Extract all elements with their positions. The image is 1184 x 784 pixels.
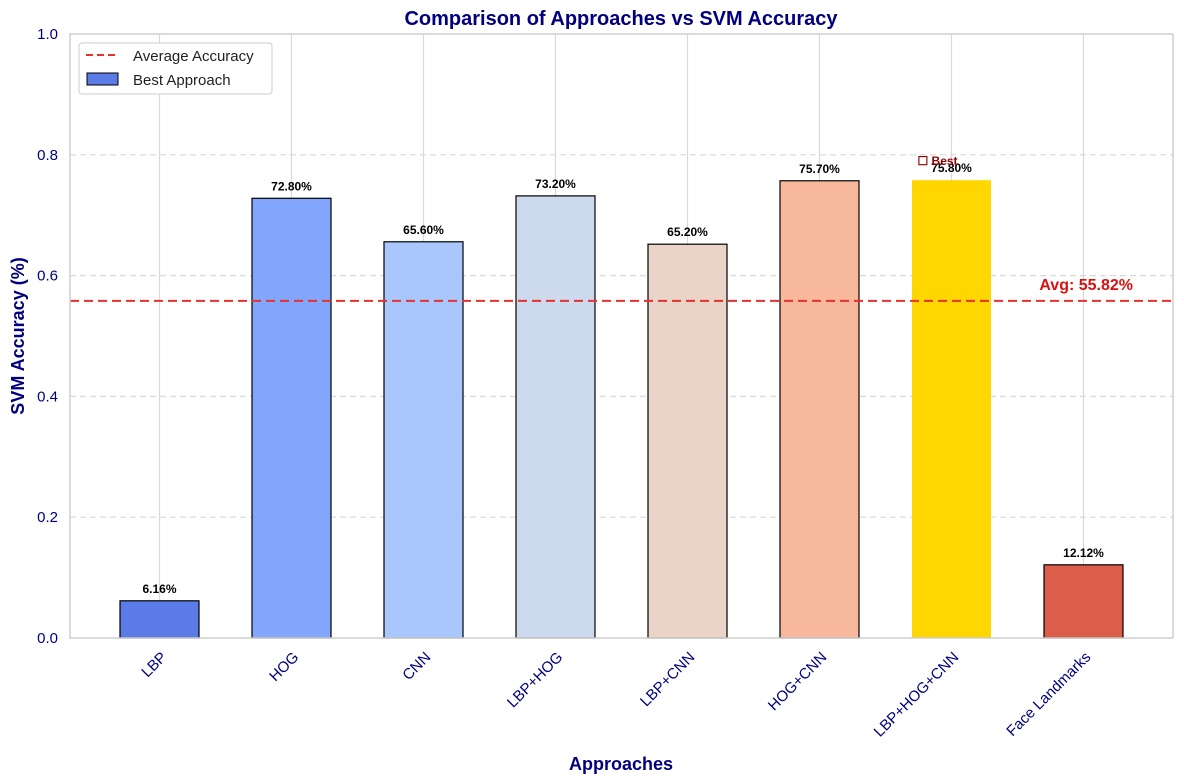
- y-tick-label: 0.2: [37, 509, 58, 526]
- x-tick-label: HOG+CNN: [765, 649, 830, 714]
- bar: [383, 241, 464, 639]
- x-tick-label: LBP+HOG: [504, 649, 566, 711]
- bar: [515, 195, 596, 639]
- legend-label-average: Average Accuracy: [133, 48, 254, 65]
- bar-value-label: 75.80%: [931, 161, 972, 175]
- average-label: Avg: 55.82%: [1039, 277, 1133, 294]
- chart-title: Comparison of Approaches vs SVM Accuracy: [404, 8, 838, 30]
- plot-area: 0.0 0.2 0.4 0.6 0.8 1.0 6.16% LBP 72.80% HOG 65.60…: [37, 26, 1174, 741]
- bar: [119, 600, 200, 639]
- bar-value-label: 72.80%: [271, 179, 312, 193]
- x-tick-label: HOG: [266, 649, 302, 685]
- best-bar: [912, 180, 991, 638]
- y-tick-label: 0.6: [37, 268, 58, 285]
- legend: Average Accuracy Best Approach: [78, 42, 273, 95]
- x-tick-label: LBP: [138, 649, 170, 681]
- plot-background: [70, 34, 1173, 638]
- bar-value-label: 12.12%: [1063, 546, 1104, 560]
- y-tick-label: 0.0: [37, 630, 58, 647]
- x-tick-label: Face Landmarks: [1003, 649, 1094, 740]
- bar-value-label: 65.20%: [667, 225, 708, 239]
- y-axis-label: SVM Accuracy (%): [8, 257, 28, 414]
- y-tick-label: 0.4: [37, 388, 58, 405]
- y-tick-label: 0.8: [37, 147, 58, 164]
- legend-label-best: Best Approach: [133, 72, 231, 89]
- plot-frame: [69, 33, 1174, 639]
- x-axis-label: Approaches: [569, 754, 673, 774]
- bar-value-label: 75.70%: [799, 162, 840, 176]
- bar: [251, 197, 332, 639]
- best-annotation: ☐ Best: [917, 154, 957, 168]
- bar-value-label: 6.16%: [142, 582, 176, 596]
- bar: [779, 180, 860, 639]
- legend-box: [78, 42, 273, 95]
- x-tick-label: CNN: [399, 649, 434, 684]
- x-tick-label: LBP+CNN: [637, 649, 698, 710]
- bar: [1043, 564, 1124, 639]
- y-tick-label: 1.0: [37, 26, 58, 43]
- bar-value-label: 73.20%: [535, 177, 576, 191]
- legend-best-swatch: [86, 72, 119, 86]
- bar: [647, 243, 728, 639]
- bar-value-label: 65.60%: [403, 223, 444, 237]
- x-tick-label: LBP+HOG+CNN: [871, 649, 963, 741]
